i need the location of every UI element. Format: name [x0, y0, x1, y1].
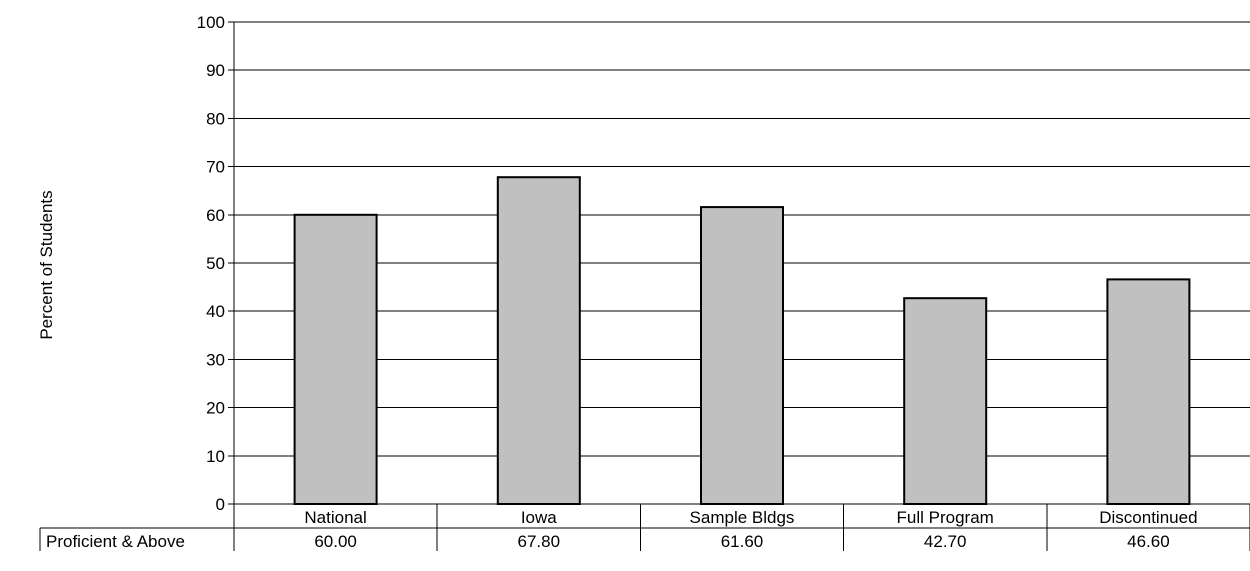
y-axis: 0 10 20 30 40 50 60 70 80 90 100	[197, 13, 235, 551]
data-label: 67.80	[518, 532, 561, 551]
y-tick-label: 30	[206, 350, 225, 369]
y-tick-label: 0	[216, 495, 225, 514]
y-axis-label: Percent of Students	[37, 190, 56, 339]
y-tick-label: 70	[206, 158, 225, 177]
x-tick-label: National	[304, 508, 366, 527]
x-tick-label: Discontinued	[1099, 508, 1197, 527]
bar	[700, 206, 784, 505]
y-tick-label: 100	[197, 13, 225, 32]
data-label: 46.60	[1127, 532, 1170, 551]
x-tick-label: Full Program	[897, 508, 994, 527]
data-table: Proficient & Above National 60.00 Iowa 67.80…	[39, 503, 1250, 551]
bar	[903, 297, 988, 505]
bar	[293, 213, 378, 506]
x-tick-label: Sample Bldgs	[690, 508, 795, 527]
y-tick-label: 80	[206, 109, 225, 128]
y-tick-label: 60	[206, 206, 225, 225]
y-tick-label: 90	[206, 61, 225, 80]
x-tick-label: Iowa	[521, 508, 557, 527]
y-tick-label: 40	[206, 302, 225, 321]
bars	[293, 176, 1191, 506]
data-label: 42.70	[924, 532, 967, 551]
table-row-header: Proficient & Above	[46, 532, 185, 551]
bar	[496, 176, 581, 505]
data-label: 60.00	[314, 532, 357, 551]
y-tick-label: 10	[206, 447, 225, 466]
data-label: 61.60	[721, 532, 764, 551]
y-tick-label: 20	[206, 399, 225, 418]
bar	[1106, 278, 1191, 505]
y-tick-label: 50	[206, 254, 225, 273]
